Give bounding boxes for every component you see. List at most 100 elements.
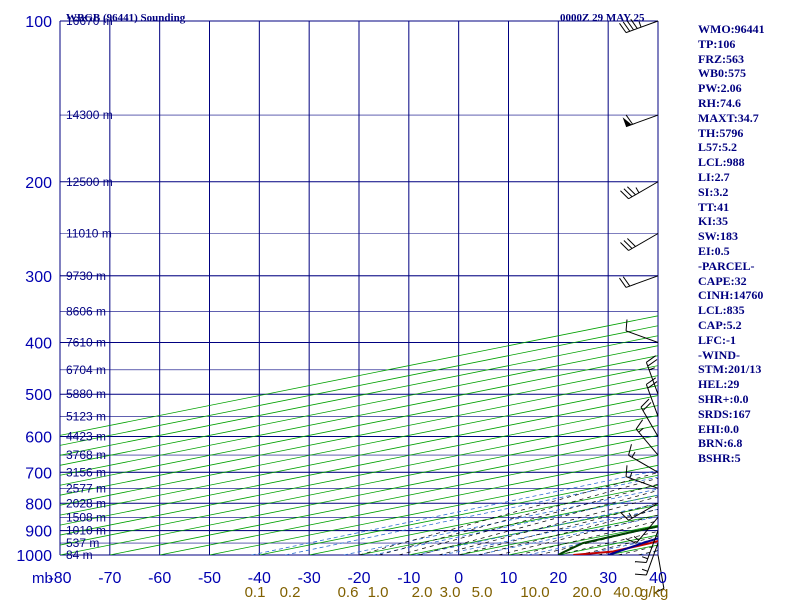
height-label: 5123 m [66,409,106,423]
barb-staff [640,406,659,437]
wind-barb [625,319,659,343]
barb-staff [628,454,659,473]
isotherm [60,355,658,476]
barb-flag [625,538,637,544]
wind-barb [635,419,659,456]
barb-flag [647,359,658,367]
height-label: 16670 m [66,14,113,28]
height-label: 9730 m [66,269,106,283]
pressure-label: 600 [25,430,52,447]
index-item: FRZ:563 [698,51,744,66]
barb-flag [622,21,631,32]
index-item: TT:41 [698,199,730,214]
index-item: CAPE:32 [698,273,747,288]
isotherm [60,325,658,446]
height-label: 5880 m [66,387,106,401]
barb-staff [645,362,659,395]
height-label: 1010 m [66,524,106,538]
wind-barb [619,18,659,34]
temperature-label: -50 [198,570,221,587]
barb-half-flag [629,472,633,479]
height-label: 14300 m [66,108,113,122]
moist-adiabat [498,514,658,555]
mixing-ratio-label: 10.0 [520,584,549,600]
barb-staff [628,181,659,200]
barb-flag [623,240,633,249]
barb-flag [628,444,632,456]
height-label: 11010 m [66,226,112,240]
index-item: PW:2.06 [698,81,742,96]
pressure-label: 500 [25,387,52,404]
mixing-ratio-label: 0.6 [338,584,359,600]
index-item: SHR+:0.0 [698,391,749,406]
index-item: SI:3.2 [698,184,729,199]
temperature-label: -80 [48,570,71,587]
index-item: LCL:988 [698,155,745,170]
barb-half-flag [641,556,648,560]
wind-barb [653,554,665,594]
mixing-ratio-line [251,469,658,555]
temperature-label: 0 [454,570,463,587]
barb-flag [642,402,652,411]
mixing-ratio-label: 3.0 [440,584,461,600]
valid-time: 0000Z 29 MAY 25 [560,12,645,24]
index-item: LFC:-1 [698,332,736,347]
wind-barb [634,530,659,564]
isotherm [60,415,658,536]
barb-staff [645,530,659,563]
wind-barb [640,398,659,437]
index-item: KI:35 [698,214,728,229]
barb-staff [625,476,659,489]
height-label: 4423 m [66,430,106,444]
barb-pennant [622,117,632,127]
barb-flag [620,511,629,521]
wind-barb [622,114,659,128]
barb-half-flag [633,536,640,541]
index-item: L57:5.2 [698,140,737,155]
isotherm [60,434,658,555]
barb-flag [625,465,628,477]
thermo-lines [60,315,658,555]
station-title: WBGB (96441) Sounding [66,12,186,24]
barb-flag [646,355,656,363]
isotherm [159,454,658,555]
wind-barb [634,542,659,576]
wind-barb [625,465,659,489]
height-label: 3156 m [66,465,106,479]
wind-barb [625,516,659,544]
wind-barb [620,233,659,251]
barb-half-flag [638,427,644,433]
pressure-label: 300 [25,269,52,286]
wind-barb [620,502,659,521]
wind-barbs [619,18,665,594]
barb-staff [628,502,659,521]
index-item: -PARCEL- [698,258,755,273]
index-item: MAXT:34.7 [698,110,759,125]
isotherm [60,395,658,516]
barb-flag [625,319,628,331]
barb-half-flag [631,451,636,458]
isotherm [60,385,658,506]
height-label: 8606 m [66,305,106,319]
wind-barb [645,377,659,417]
pressure-label: 1000 [16,548,52,565]
barb-flag [627,238,636,247]
mixing-ratio-label: 0.2 [280,584,301,600]
index-item: HEL:29 [698,377,740,392]
height-label: 2028 m [66,496,106,510]
height-label: 1508 m [66,510,106,524]
index-item: TP:106 [698,36,736,51]
mixing-ratio-line [343,488,658,555]
wind-barb [645,355,659,395]
barb-staff [625,20,659,34]
mixing-ratio-label: 40.0 [613,584,642,600]
temperature-label: -20 [347,570,370,587]
isotherm [60,405,658,526]
isotherm [109,444,658,555]
barb-staff [625,114,659,128]
barb-flag [620,190,629,200]
index-item: CAP:5.2 [698,317,742,332]
barb-half-flag [641,568,648,572]
height-label: 7610 m [66,336,106,350]
temperature-label: 20 [549,570,567,587]
